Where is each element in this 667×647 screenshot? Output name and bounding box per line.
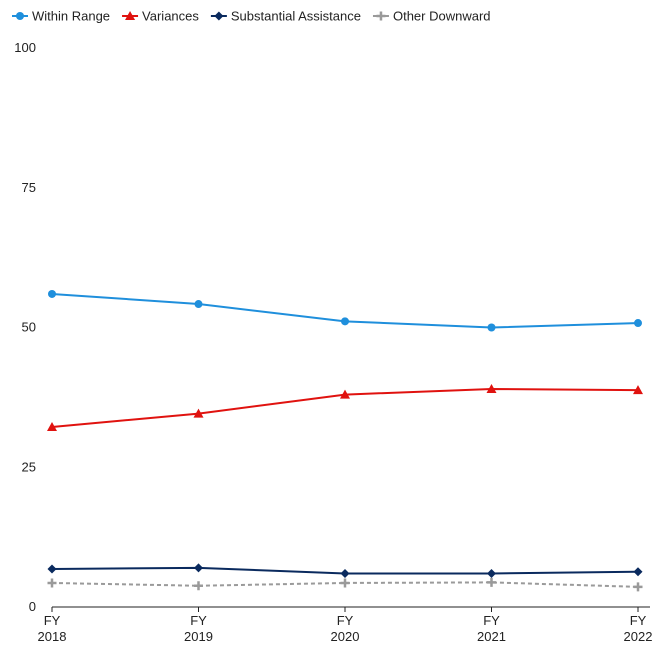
legend-marker-diamond-icon (214, 11, 224, 21)
y-tick-label: 50 (22, 320, 36, 335)
data-point (633, 582, 643, 592)
data-point (47, 578, 57, 588)
legend-item-other-downward: Other Downward (372, 9, 491, 24)
data-point (486, 383, 497, 393)
x-tick-label: FY 2020 (331, 613, 360, 644)
legend-item-substantial-assistance: Substantial Assistance (210, 9, 361, 24)
legend-marker-triangle-icon (125, 11, 136, 20)
data-point (193, 408, 204, 418)
data-point (633, 567, 643, 577)
legend-marker-plus-icon (376, 11, 386, 21)
legend: Within Range Variances Substantial Assista… (12, 9, 491, 24)
data-point (194, 581, 203, 591)
data-point (194, 300, 203, 309)
data-point (47, 564, 57, 574)
data-point (340, 568, 350, 578)
data-point (340, 389, 350, 399)
x-tick-label: FY 2022 (624, 613, 653, 644)
data-point (633, 385, 643, 395)
data-point (634, 319, 642, 328)
series-other-downward (47, 577, 643, 592)
y-tick-label: 25 (22, 459, 36, 474)
data-point (47, 422, 57, 432)
series-within-range (48, 289, 642, 332)
x-tick-label: FY 2021 (477, 613, 506, 644)
x-tick-label: FY 2018 (38, 613, 67, 644)
data-point (340, 578, 350, 588)
legend-label: Variances (142, 9, 199, 24)
plot-area (47, 289, 643, 592)
y-tick-label: 0 (29, 599, 36, 614)
legend-label: Within Range (32, 9, 110, 24)
x-axis: FY 2018 FY 2019 FY 2020 FY 2021 FY 2022 (38, 606, 653, 644)
series-variances (47, 383, 643, 432)
legend-item-within-range: Within Range (12, 9, 110, 24)
data-point (487, 323, 496, 332)
data-point (341, 317, 349, 326)
y-tick-label: 75 (22, 180, 36, 195)
y-axis: 0 25 50 75 100 (14, 40, 36, 614)
data-point (48, 289, 56, 298)
legend-label: Substantial Assistance (231, 9, 361, 24)
y-tick-label: 100 (14, 40, 36, 55)
legend-item-variances: Variances (122, 9, 199, 24)
legend-label: Other Downward (393, 9, 491, 24)
data-point (487, 568, 496, 578)
data-point (487, 577, 496, 587)
legend-marker-circle-icon (16, 12, 24, 20)
series-substantial-assistance (47, 563, 643, 578)
data-point (194, 563, 203, 573)
x-tick-label: FY 2019 (184, 613, 213, 644)
